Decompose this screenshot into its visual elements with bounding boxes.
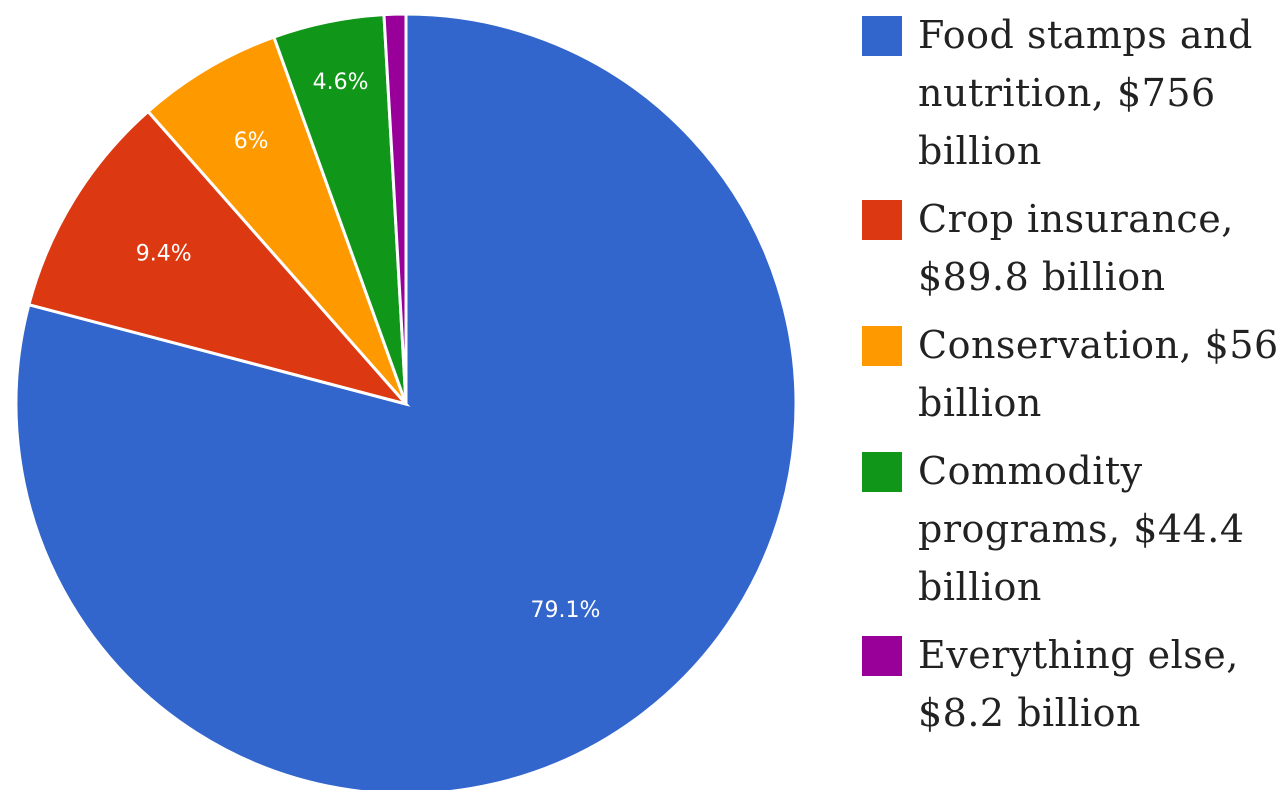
pie-chart-plot: 79.1% 9.4% 6% 4.6% [14,12,798,790]
legend-swatch [862,326,902,366]
pie-slices [14,12,798,790]
pie-slice-labels: 79.1% 9.4% 6% 4.6% [136,70,601,623]
slice-percent-label: 4.6% [313,70,369,95]
legend-label: Crop insurance, $89.8 billion [918,197,1234,299]
pie-slice [145,35,408,405]
legend-label: Food stamps and nutrition, $756 billion [918,13,1253,173]
legend-item: Food stamps and nutrition, $756 billion [862,6,1282,180]
pie-slice [14,12,798,790]
legend-swatch [862,636,902,676]
slice-percent-label: 9.4% [136,241,192,266]
legend-label: Commodity programs, $44.4 billion [918,449,1245,609]
legend-item: Everything else, $8.2 billion [862,626,1282,742]
pie-slice [27,109,411,407]
legend-item: Commodity programs, $44.4 billion [862,442,1282,616]
legend-swatch [862,452,902,492]
legend-label: Everything else, $8.2 billion [918,633,1239,735]
legend-swatch [862,16,902,56]
slice-percent-label: 6% [234,129,269,154]
pie-slice [382,12,408,405]
legend-label: Conservation, $56 billion [918,323,1279,425]
legend-item: Conservation, $56 billion [862,316,1282,432]
legend-swatch [862,200,902,240]
legend: Food stamps and nutrition, $756 billion C… [862,6,1282,752]
legend-item: Crop insurance, $89.8 billion [862,190,1282,306]
slice-percent-label: 79.1% [531,598,601,623]
